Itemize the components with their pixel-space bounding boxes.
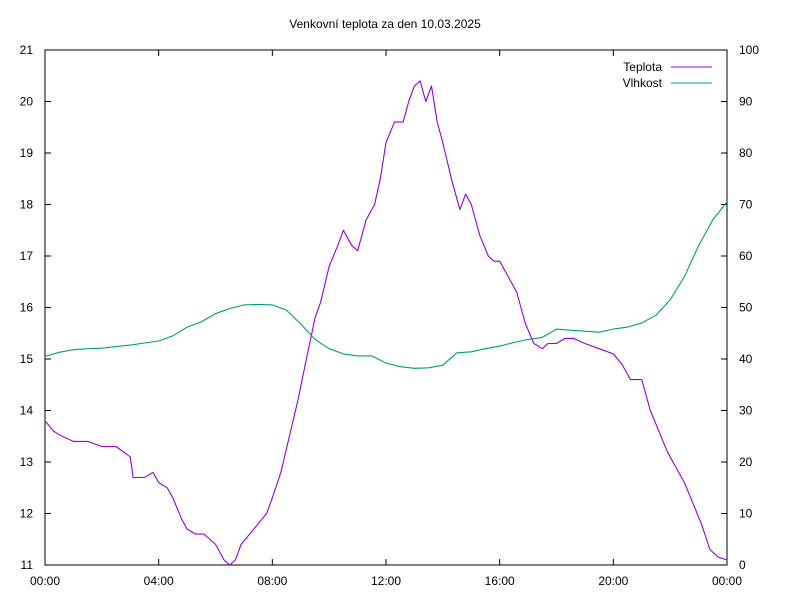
y-left-tick-label: 12: [20, 507, 34, 521]
y-left-tick-label: 17: [20, 249, 34, 263]
x-tick-label: 00:00: [30, 574, 60, 588]
y-left-tick-label: 21: [20, 43, 34, 57]
legend-label-teplota: Teplota: [623, 60, 662, 74]
y-left-tick-label: 14: [20, 404, 34, 418]
legend-label-vlhkost: Vlhkost: [623, 76, 663, 90]
legend: Teplota Vlhkost: [623, 60, 712, 90]
x-tick-label: 00:00: [712, 574, 742, 588]
y-right-tick-label: 10: [739, 507, 753, 521]
y-right-tick-label: 40: [739, 352, 753, 366]
x-tick-label: 08:00: [257, 574, 287, 588]
y-right-tick-label: 30: [739, 404, 753, 418]
x-tick-label: 16:00: [485, 574, 515, 588]
y-right-tick-label: 80: [739, 146, 753, 160]
y-right-tick-label: 50: [739, 301, 753, 315]
y-left-tick-label: 19: [20, 146, 34, 160]
y-left-tick-label: 15: [20, 352, 34, 366]
y-right-tick-label: 0: [739, 558, 746, 572]
y-right-tick-label: 100: [739, 43, 759, 57]
series-line-vlhkost: [44, 201, 728, 369]
y-left-tick-label: 18: [20, 198, 34, 212]
y-left-tick-label: 11: [21, 558, 34, 572]
y-left-tick-label: 16: [20, 301, 34, 315]
x-tick-label: 04:00: [144, 574, 174, 588]
y-right-tick-label: 60: [739, 249, 753, 263]
y-right-tick-label: 90: [739, 95, 753, 109]
chart-title: Venkovní teplota za den 10.03.2025: [289, 17, 481, 31]
y-right-tick-label: 20: [739, 455, 753, 469]
series-layer: [44, 80, 728, 566]
x-tick-label: 12:00: [371, 574, 401, 588]
y-right-tick-label: 70: [739, 198, 753, 212]
series-line-teplota: [44, 80, 728, 566]
y-left-tick-label: 13: [20, 455, 34, 469]
y-left-tick-label: 20: [20, 95, 34, 109]
plot-frame: [44, 49, 728, 566]
axes: 11 12 13 14 15 16 17 18 19 20 21 0 10 20 30 40 50 60 70 80 9…: [20, 43, 760, 588]
x-tick-label: 20:00: [598, 574, 628, 588]
